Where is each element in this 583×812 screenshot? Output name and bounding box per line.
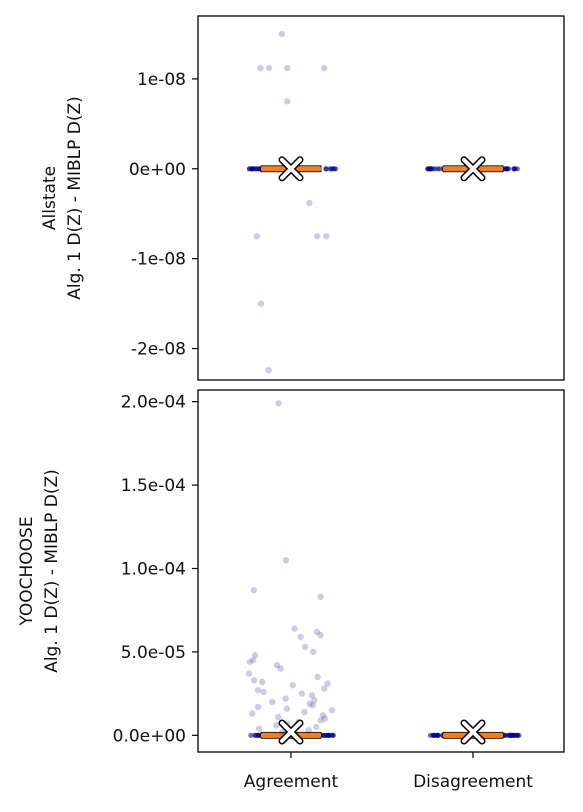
strip-point xyxy=(320,685,328,692)
strip-point xyxy=(298,690,306,697)
y-axis-dataset-label: YOOCHOOSE xyxy=(17,516,37,626)
strip-point xyxy=(277,665,284,672)
strip-point xyxy=(314,673,321,681)
strip-point xyxy=(317,632,324,639)
strip-point xyxy=(301,708,308,716)
strip-point xyxy=(250,677,258,684)
x-tick-label: Agreement xyxy=(244,772,339,792)
strip-point xyxy=(313,628,321,636)
strip-point xyxy=(310,648,317,656)
strip-point xyxy=(313,232,321,240)
strip-point xyxy=(323,166,329,172)
mean-marker xyxy=(462,720,484,743)
strip-point xyxy=(308,692,316,699)
strip-point xyxy=(254,703,262,711)
y-axis-label: Alg. 1 D(Z) - MIBLP D(Z) xyxy=(65,96,85,300)
strip-point xyxy=(311,697,318,704)
strip-point xyxy=(305,727,312,734)
strip-point xyxy=(265,64,273,72)
strip-point xyxy=(253,232,261,240)
plot-frame xyxy=(197,15,565,381)
mean-marker xyxy=(280,720,302,743)
strip-point xyxy=(275,400,282,407)
strip-point xyxy=(245,670,253,677)
strip-point xyxy=(330,732,336,738)
strip-point xyxy=(324,680,331,687)
strip-point xyxy=(275,713,282,721)
x-tick-label: Disagreement xyxy=(413,772,533,792)
strip-point xyxy=(273,662,281,669)
strip-point xyxy=(283,705,291,712)
strip-point xyxy=(504,166,510,172)
strip-point xyxy=(273,722,280,729)
strip-point xyxy=(265,366,272,374)
strip-point xyxy=(297,633,304,641)
strip-point xyxy=(279,728,286,736)
panel-allstate: 1e-08 0e+00 -1e-08 -2e-08 Allstate Alg. 1 D(Z… xyxy=(40,15,565,381)
plot-frame xyxy=(197,389,565,753)
strip-point xyxy=(327,166,333,172)
strip-point xyxy=(333,166,339,172)
strip-point xyxy=(309,702,317,709)
y-tick-label: 0.0e+00 xyxy=(113,726,186,746)
strip-point xyxy=(306,199,313,207)
strip-point xyxy=(254,166,261,172)
y-axis-dataset-label: Allstate xyxy=(40,166,60,230)
strip-point xyxy=(301,643,309,651)
strip-point xyxy=(250,657,257,664)
strip-point xyxy=(257,300,265,307)
y-tick-label: 1.5e-04 xyxy=(121,476,186,496)
strip-point xyxy=(249,710,256,717)
y-tick-label: 5.0e-05 xyxy=(121,643,186,663)
strip-point xyxy=(328,707,336,714)
strip-point xyxy=(319,712,327,719)
y-tick-label: -2e-08 xyxy=(131,340,186,360)
y-tick-label: 2.0e-04 xyxy=(121,393,186,413)
strip-point xyxy=(317,717,324,724)
strip-point xyxy=(313,723,320,731)
mean-marker xyxy=(280,157,302,180)
strip-point xyxy=(269,698,276,706)
y-axis-label: Alg. 1 D(Z) - MIBLP D(Z) xyxy=(42,469,62,673)
strip-point xyxy=(246,166,252,172)
y-tick-label: 1e-08 xyxy=(137,70,186,90)
strip-point xyxy=(282,556,290,564)
strip-point xyxy=(426,166,433,172)
strip-point xyxy=(509,732,515,738)
strip-point xyxy=(306,700,313,707)
y-tick-label: 1.0e-04 xyxy=(121,559,186,579)
strip-point xyxy=(257,64,264,72)
strip-point xyxy=(254,687,262,694)
strip-point xyxy=(255,725,263,732)
strip-point xyxy=(251,652,259,659)
strip-point xyxy=(289,682,297,689)
strip-point xyxy=(250,166,256,172)
strip-point xyxy=(516,732,522,738)
strip-point xyxy=(246,658,253,666)
panel-yoochoose: 2.0e-04 1.5e-04 1.0e-04 5.0e-05 0.0e+00 YOOCH… xyxy=(17,389,565,792)
strip-point xyxy=(260,688,267,696)
strip-point xyxy=(321,715,328,722)
strip-point xyxy=(291,625,298,632)
strip-point xyxy=(282,695,289,702)
strip-point xyxy=(437,166,443,172)
strip-point xyxy=(250,586,258,594)
strip-point xyxy=(278,30,286,38)
strip-point xyxy=(323,232,330,240)
strip-point xyxy=(320,64,328,72)
strip-point xyxy=(434,732,440,738)
y-tick-label: -1e-08 xyxy=(131,250,186,270)
strip-point xyxy=(317,593,324,601)
strip-point xyxy=(284,64,291,72)
strip-point xyxy=(283,98,291,105)
mean-marker xyxy=(462,157,484,180)
y-tick-label: 0e+00 xyxy=(129,160,186,180)
strip-point xyxy=(248,732,254,738)
strip-point xyxy=(511,166,517,172)
strip-point xyxy=(259,678,266,686)
